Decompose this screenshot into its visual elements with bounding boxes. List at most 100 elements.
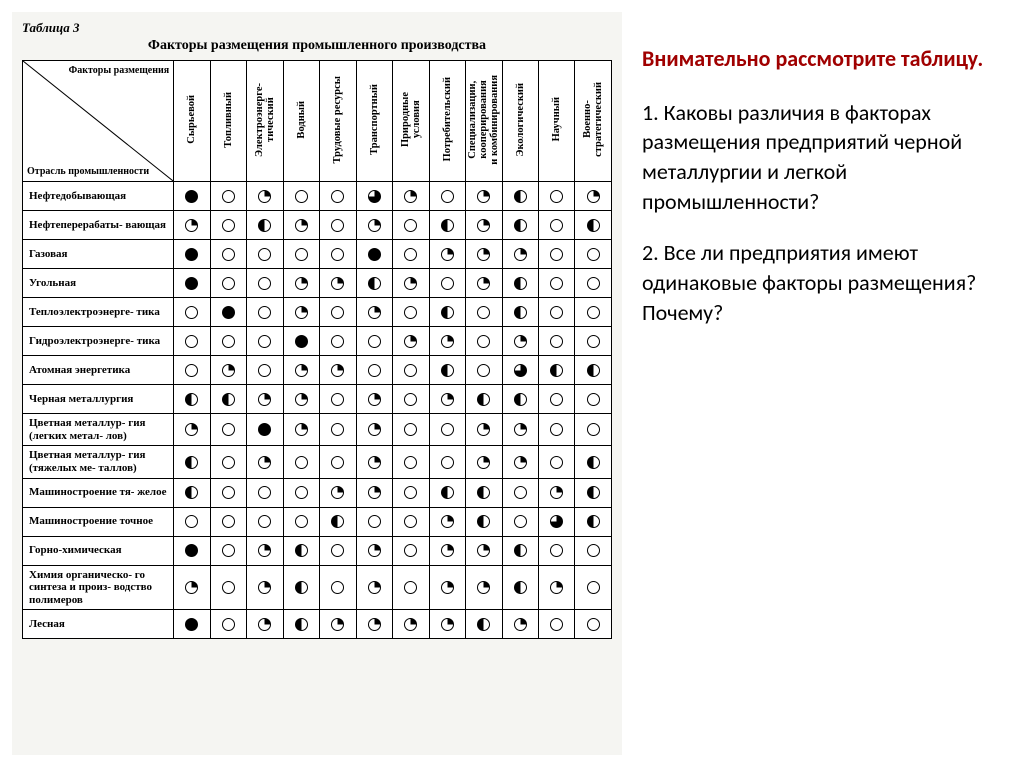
data-cell [393, 327, 429, 356]
empty-symbol [295, 190, 308, 203]
empty-symbol [477, 335, 490, 348]
data-cell [356, 327, 392, 356]
empty-symbol [404, 544, 417, 557]
empty-symbol [587, 335, 600, 348]
empty-symbol [550, 248, 563, 261]
data-cell [283, 240, 319, 269]
column-header: Научный [539, 61, 575, 182]
empty-symbol [222, 544, 235, 557]
data-cell [575, 240, 612, 269]
quarter-symbol [368, 393, 381, 406]
empty-symbol [295, 486, 308, 499]
data-cell [502, 565, 538, 610]
data-cell [539, 565, 575, 610]
half-symbol [258, 219, 271, 232]
half-symbol [550, 364, 563, 377]
data-cell [393, 478, 429, 507]
quarter-symbol [477, 219, 490, 232]
quarter-symbol [368, 486, 381, 499]
table-row: Черная металлургия [23, 385, 612, 414]
data-cell [502, 478, 538, 507]
table-row: Цветная металлур- гия (тяжелых ме- талло… [23, 446, 612, 478]
data-cell [502, 211, 538, 240]
quarter-symbol [514, 618, 527, 631]
quarter-symbol [477, 277, 490, 290]
data-cell [356, 507, 392, 536]
quarter-symbol [258, 544, 271, 557]
data-cell [174, 610, 210, 639]
quarter-symbol [295, 306, 308, 319]
full-symbol [185, 277, 198, 290]
quarter-symbol [258, 190, 271, 203]
empty-symbol [331, 456, 344, 469]
data-cell [539, 211, 575, 240]
data-cell [393, 414, 429, 446]
data-cell [320, 269, 356, 298]
row-header: Нефтеперерабаты- вающая [23, 211, 174, 240]
data-cell [539, 269, 575, 298]
quarter-symbol [441, 248, 454, 261]
data-cell [356, 269, 392, 298]
column-header: Электроэнерге- тический [247, 61, 283, 182]
data-cell [247, 298, 283, 327]
data-cell [429, 507, 465, 536]
quarter-symbol [441, 618, 454, 631]
empty-symbol [258, 515, 271, 528]
data-cell [575, 507, 612, 536]
data-cell [320, 536, 356, 565]
data-cell [466, 414, 502, 446]
full-symbol [185, 190, 198, 203]
half-symbol [295, 544, 308, 557]
half-symbol [185, 456, 198, 469]
data-cell [356, 610, 392, 639]
data-cell [174, 414, 210, 446]
data-cell [393, 240, 429, 269]
empty-symbol [368, 335, 381, 348]
column-header: Специализации, кооперирования и комбинир… [466, 61, 502, 182]
half-symbol [587, 515, 600, 528]
data-cell [320, 565, 356, 610]
table-row: Цветная металлур- гия (легких метал- лов… [23, 414, 612, 446]
data-cell [502, 385, 538, 414]
data-cell [502, 414, 538, 446]
quarter-symbol [441, 544, 454, 557]
empty-symbol [258, 248, 271, 261]
quarter-symbol [441, 515, 454, 528]
data-cell [283, 446, 319, 478]
data-cell [320, 356, 356, 385]
quarter-symbol [477, 248, 490, 261]
empty-symbol [587, 581, 600, 594]
table-row: Нефтеперерабаты- вающая [23, 211, 612, 240]
row-header: Горно-химическая [23, 536, 174, 565]
empty-symbol [550, 544, 563, 557]
column-header: Потребительский [429, 61, 465, 182]
data-cell [247, 536, 283, 565]
data-cell [429, 385, 465, 414]
full-symbol [258, 423, 271, 436]
half-symbol [587, 219, 600, 232]
table-row: Атомная энергетика [23, 356, 612, 385]
data-cell [247, 610, 283, 639]
data-cell [210, 478, 246, 507]
data-cell [283, 269, 319, 298]
data-cell [320, 385, 356, 414]
data-cell [174, 446, 210, 478]
empty-symbol [331, 190, 344, 203]
table-label: Таблица 3 [22, 20, 612, 36]
data-cell [466, 565, 502, 610]
data-cell [539, 356, 575, 385]
half-symbol [587, 486, 600, 499]
row-header: Гидроэлектроэнерге- тика [23, 327, 174, 356]
data-cell [174, 536, 210, 565]
data-cell [356, 565, 392, 610]
quarter-symbol [368, 544, 381, 557]
data-cell [429, 298, 465, 327]
half-symbol [587, 364, 600, 377]
empty-symbol [477, 364, 490, 377]
empty-symbol [404, 364, 417, 377]
empty-symbol [295, 515, 308, 528]
data-cell [210, 610, 246, 639]
empty-symbol [222, 248, 235, 261]
question-2: 2. Все ли предприятия имеют одинаковые ф… [642, 238, 1002, 327]
data-cell [575, 536, 612, 565]
